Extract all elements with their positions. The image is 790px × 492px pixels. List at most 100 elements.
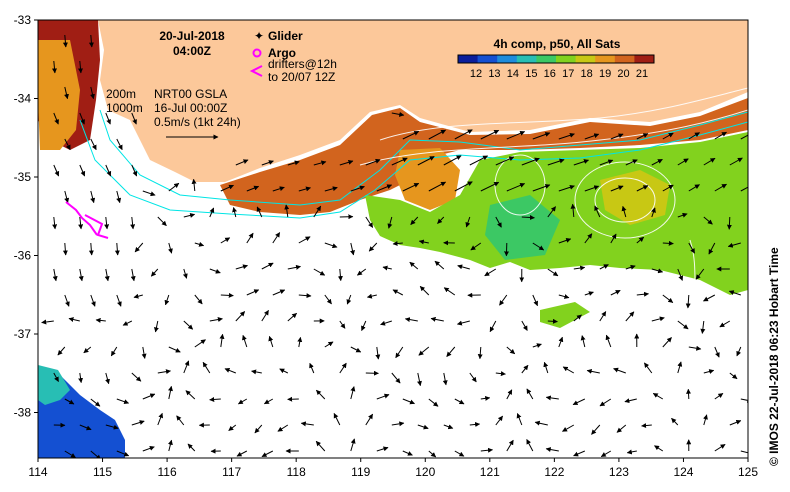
velocity-arrow [324, 294, 332, 305]
velocity-arrow [90, 190, 96, 204]
velocity-arrow [185, 390, 196, 400]
x-tick-label: 123 [609, 465, 629, 479]
sst-warm-leeuwin-current [38, 40, 80, 150]
velocity-arrow [558, 238, 572, 244]
y-tick-label: -38 [14, 406, 32, 420]
velocity-arrow [376, 184, 393, 192]
velocity-arrow [142, 190, 156, 197]
velocity-arrow [624, 398, 637, 404]
colorbar-tick-label: 14 [507, 68, 519, 80]
velocity-arrow [428, 398, 439, 407]
velocity-arrow [495, 156, 515, 166]
map-time: 04:00Z [173, 44, 211, 58]
velocity-arrow [261, 450, 274, 458]
velocity-arrow [484, 268, 497, 277]
velocity-arrow [116, 294, 122, 307]
velocity-arrow [263, 398, 274, 405]
velocity-arrow [246, 289, 260, 296]
velocity-arrow [526, 388, 534, 400]
colorbar-swatch [536, 55, 557, 63]
velocity-arrow [584, 133, 600, 140]
velocity-arrow [417, 156, 435, 166]
velocity-arrow [279, 368, 289, 374]
velocity-arrow [114, 242, 120, 256]
velocity-arrow [313, 268, 326, 276]
velocity-arrow [235, 264, 248, 270]
velocity-arrow [521, 320, 528, 331]
velocity-arrow [187, 443, 196, 452]
velocity-arrow [297, 336, 303, 348]
colorbar-tick-label: 15 [525, 68, 537, 80]
velocity-arrow [380, 320, 392, 326]
velocity-arrow [547, 206, 557, 218]
velocity-arrow [443, 424, 454, 430]
isobath-200m [99, 109, 748, 206]
velocity-arrow [402, 182, 420, 192]
velocity-arrow [417, 424, 429, 430]
velocity-arrow [361, 320, 367, 332]
velocity-arrow [78, 268, 84, 282]
velocity-arrow [677, 320, 689, 330]
sst-mid-water [365, 132, 748, 295]
colorbar-tick-label: 21 [636, 68, 648, 80]
velocity-arrow [636, 236, 645, 244]
velocity-arrow [410, 216, 419, 225]
velocity-arrow [224, 368, 236, 374]
colorbar-tick-label: 16 [544, 68, 556, 80]
velocity-arrow [376, 393, 390, 400]
velocity-arrow [636, 133, 649, 140]
velocity-arrow [404, 317, 418, 323]
velocity-arrow [309, 362, 315, 374]
velocity-arrow [300, 421, 314, 427]
velocity-arrow [157, 369, 171, 375]
velocity-arrow [599, 398, 612, 407]
velocity-arrow [651, 268, 664, 274]
velocity-arrow [251, 369, 262, 375]
velocity-arrow [268, 335, 274, 348]
velocity-arrow [209, 207, 215, 218]
velocity-arrow [242, 334, 248, 348]
velocity-arrow [104, 268, 110, 282]
velocity-arrow [610, 233, 617, 244]
colorbar-frame [457, 54, 655, 64]
velocity-arrow [532, 294, 538, 307]
velocity-arrow [131, 420, 145, 426]
velocity-arrow [727, 242, 741, 248]
velocity-arrow [324, 242, 338, 249]
velocity-arrow [547, 268, 559, 277]
velocity-arrow [142, 393, 156, 400]
velocity-arrow [636, 291, 649, 297]
velocity-arrow [95, 317, 106, 323]
velocity-arrow [122, 320, 133, 326]
velocity-arrow [470, 242, 482, 251]
velocity-arrow [643, 362, 653, 374]
isobath-1000m-label: 1000m [106, 101, 143, 115]
velocity-arrow [558, 336, 564, 348]
velocity-arrow [131, 372, 142, 382]
velocity-arrow [521, 364, 529, 374]
velocity-arrow [430, 316, 444, 322]
colorbar-swatch [595, 55, 616, 63]
velocity-arrow [52, 268, 58, 282]
velocity-arrow [651, 316, 665, 322]
velocity-arrow [599, 159, 614, 166]
sst-eddy-core-central [485, 195, 560, 260]
velocity-arrow [688, 242, 696, 254]
velocity-arrow [116, 138, 123, 151]
velocity-arrow [521, 215, 535, 221]
velocity-arrow [651, 207, 656, 218]
velocity-arrow [506, 131, 526, 140]
velocity-arrow [580, 335, 586, 348]
velocity-arrow [64, 138, 71, 151]
velocity-arrow [573, 265, 586, 271]
velocity-arrow [168, 182, 180, 192]
velocity-arrow [272, 186, 285, 192]
velocity-arrow [333, 412, 341, 426]
velocity-arrow [183, 213, 196, 218]
velocity-arrow [454, 129, 473, 140]
glider-label: Glider [268, 29, 303, 43]
velocity-arrow [64, 294, 70, 307]
velocity-arrow [729, 157, 743, 166]
velocity-arrow [324, 341, 334, 348]
colorbar-swatches [457, 54, 655, 64]
